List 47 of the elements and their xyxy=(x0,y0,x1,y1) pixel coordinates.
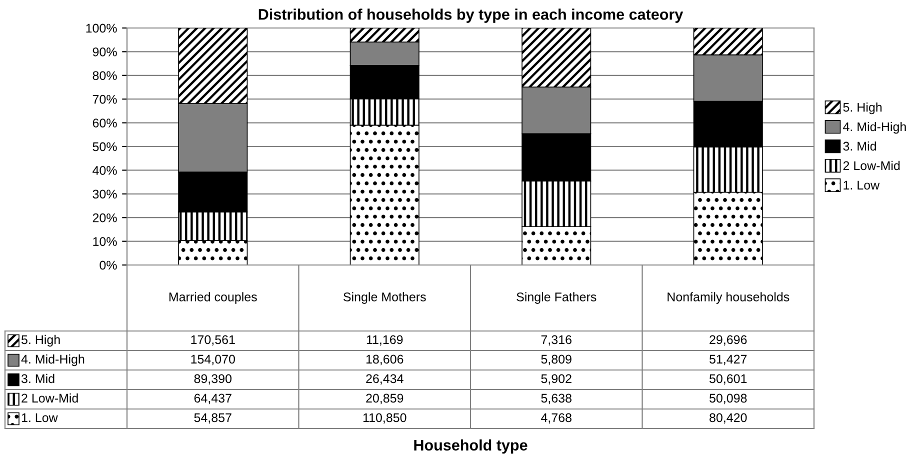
y-tick-label: 100% xyxy=(86,24,117,33)
y-tick-label: 10% xyxy=(93,237,117,246)
text: 4. Mid-High xyxy=(21,354,84,366)
text: 80,420 xyxy=(710,413,747,424)
text: 50,098 xyxy=(710,394,747,404)
text: 29,696 xyxy=(710,335,747,346)
y-tick-label: 30% xyxy=(92,190,117,199)
text: 5,638 xyxy=(541,394,572,404)
text: 18,606 xyxy=(366,354,404,366)
text: 11,169 xyxy=(366,335,403,346)
text: 54,857 xyxy=(194,413,232,424)
text: 4,768 xyxy=(541,413,572,424)
text: 154,070 xyxy=(191,354,235,366)
x-tick-label: Single Mothers xyxy=(344,292,426,304)
y-tick-label: 80% xyxy=(92,71,117,80)
text: 5,809 xyxy=(541,354,572,366)
y-tick-label: 60% xyxy=(92,118,117,128)
text: 50,601 xyxy=(710,374,747,385)
text: 7,316 xyxy=(541,335,572,346)
x-tick-label: Single Fathers xyxy=(516,292,596,304)
text: 20,859 xyxy=(366,394,404,404)
legend-label: 5. High xyxy=(843,102,882,114)
y-tick-label: 20% xyxy=(92,213,117,222)
chart-title: Distribution of households by type in each income cateory xyxy=(258,8,684,23)
text: 26,434 xyxy=(366,374,404,385)
legend-label: 4. Mid-High xyxy=(843,122,906,134)
text: 64,437 xyxy=(194,394,232,404)
text: 3. Mid xyxy=(21,374,54,384)
x-tick-label: Married couples xyxy=(169,292,257,304)
x-tick-label: Nonfamily households xyxy=(668,292,790,304)
text: Household type xyxy=(414,439,528,454)
text: 5,902 xyxy=(541,374,572,385)
y-tick-label: 50% xyxy=(92,142,117,152)
y-tick-label: 40% xyxy=(92,166,117,175)
text: 110,850 xyxy=(363,413,406,424)
text: 89,390 xyxy=(194,374,232,385)
legend-label: 3. Mid xyxy=(843,141,876,151)
text: 1. Low xyxy=(22,413,58,422)
text: 170,561 xyxy=(191,335,235,346)
text: 51,427 xyxy=(710,354,747,366)
legend-label: 1. Low xyxy=(844,180,880,190)
legend-label: 2 Low-Mid xyxy=(843,160,900,170)
y-tick-label: 0% xyxy=(100,260,117,270)
y-tick-label: 70% xyxy=(92,94,117,104)
y-tick-label: 90% xyxy=(92,48,117,56)
text: 5. High xyxy=(22,334,60,347)
text: 2 Low-Mid xyxy=(22,393,78,403)
